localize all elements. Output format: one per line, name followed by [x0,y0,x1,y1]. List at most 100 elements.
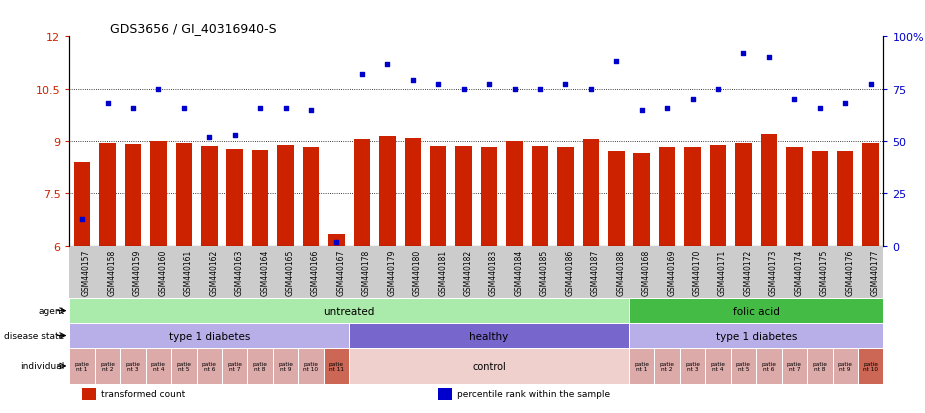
Text: GSM440172: GSM440172 [744,249,752,295]
Bar [629,299,883,323]
Bar [324,348,350,384]
Text: GSM440188: GSM440188 [616,249,625,295]
Text: folic acid: folic acid [733,306,780,316]
Bar [120,348,146,384]
Bar [684,148,701,246]
Bar [99,143,116,246]
Text: patie
nt 5: patie nt 5 [177,361,191,371]
Bar [298,348,324,384]
Point [431,82,446,88]
Bar [379,136,396,246]
Bar [69,323,350,348]
Bar [862,143,879,246]
Bar [629,323,883,348]
Text: GSM440186: GSM440186 [565,249,574,295]
Text: patie
nt 8: patie nt 8 [253,361,267,371]
Bar [735,143,752,246]
Bar [430,147,447,246]
Text: GSM440183: GSM440183 [489,249,498,295]
Text: patie
nt 3: patie nt 3 [685,361,700,371]
Text: patie
nt 2: patie nt 2 [660,361,674,371]
Bar [171,348,196,384]
Text: GSM440157: GSM440157 [82,249,91,295]
Bar [655,348,680,384]
Point [685,97,700,103]
Text: percentile rank within the sample: percentile rank within the sample [457,389,610,399]
Text: GSM440176: GSM440176 [845,249,854,295]
Text: GSM440169: GSM440169 [667,249,676,295]
Text: untreated: untreated [324,306,375,316]
Text: GSM440161: GSM440161 [184,249,192,295]
Text: GSM440168: GSM440168 [642,249,650,295]
Bar [176,143,192,246]
Text: transformed count: transformed count [101,389,185,399]
Point [787,97,802,103]
Bar [302,148,319,246]
Bar [659,148,675,246]
Text: GDS3656 / GI_40316940-S: GDS3656 / GI_40316940-S [110,21,277,35]
Text: patie
nt 7: patie nt 7 [228,361,242,371]
Text: GSM440170: GSM440170 [693,249,701,295]
Text: disease state: disease state [5,331,65,340]
Point [609,59,623,66]
Text: GSM440160: GSM440160 [158,249,167,295]
Bar [680,348,706,384]
Text: GSM440158: GSM440158 [107,249,117,295]
Point [354,71,369,78]
Text: type 1 diabetes: type 1 diabetes [716,331,796,341]
Text: type 1 diabetes: type 1 diabetes [168,331,250,341]
Text: GSM440167: GSM440167 [337,249,345,295]
Point [151,86,166,93]
Bar [782,348,807,384]
Text: patie
nt 6: patie nt 6 [202,361,216,371]
Bar [82,388,96,400]
Text: GSM440187: GSM440187 [591,249,599,295]
Bar [706,348,731,384]
Point [126,105,141,112]
Bar [150,142,166,246]
Bar [196,348,222,384]
Bar [404,138,421,246]
Bar [583,140,599,246]
Text: patie
nt 11: patie nt 11 [329,361,344,371]
Bar [832,348,858,384]
Point [278,105,293,112]
Text: patie
nt 3: patie nt 3 [126,361,141,371]
Bar [481,148,498,246]
Point [405,78,420,84]
Point [482,82,497,88]
Point [710,86,725,93]
Text: individual: individual [20,362,65,370]
Point [533,86,548,93]
Point [303,107,318,114]
Bar [709,146,726,246]
Bar [328,234,345,246]
Text: GSM440159: GSM440159 [133,249,142,295]
Text: GSM440166: GSM440166 [311,249,320,295]
Point [584,86,598,93]
Point [75,216,90,222]
Bar [252,150,268,246]
Point [863,82,878,88]
Point [100,101,115,107]
Bar [811,152,828,246]
Bar [227,150,243,246]
Text: GSM440185: GSM440185 [540,249,549,295]
Bar [455,147,472,246]
Bar [760,135,777,246]
Text: GSM440184: GSM440184 [514,249,524,295]
Point [177,105,191,112]
Bar [807,348,832,384]
Text: GSM440178: GSM440178 [362,249,371,295]
Bar [350,348,629,384]
Bar [353,140,370,246]
Text: patie
nt 4: patie nt 4 [710,361,725,371]
Bar [786,148,803,246]
Bar [557,148,574,246]
Point [380,61,395,68]
Text: patie
nt 10: patie nt 10 [303,361,318,371]
Point [812,105,827,112]
Text: GSM440174: GSM440174 [795,249,803,295]
Text: healthy: healthy [470,331,509,341]
Bar [125,145,142,246]
